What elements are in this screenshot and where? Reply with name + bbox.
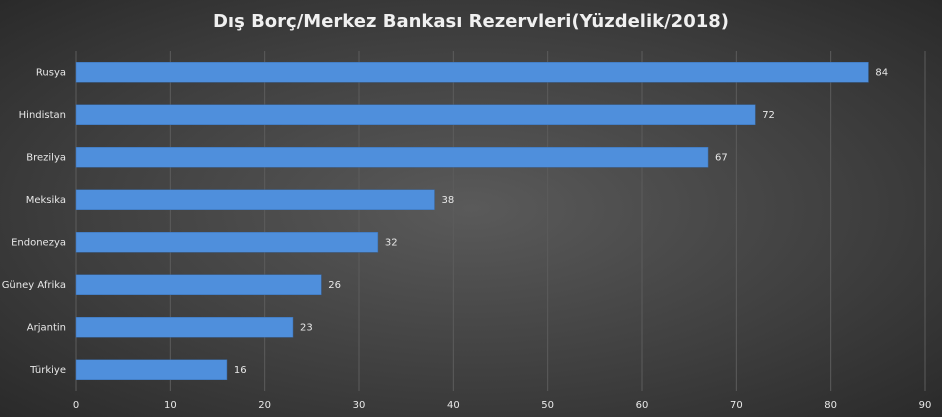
- bar: [75, 232, 379, 253]
- bar: [75, 104, 756, 125]
- y-tick-label: Rusya: [36, 67, 66, 78]
- y-tick-label: Endonezya: [11, 237, 66, 248]
- x-tick-label: 50: [541, 400, 554, 411]
- y-tick-label: Hindistan: [19, 110, 66, 121]
- bar: [75, 62, 869, 83]
- x-tick-label: 10: [164, 400, 177, 411]
- bar: [75, 317, 294, 338]
- bar: [75, 147, 709, 168]
- bar: [75, 189, 435, 210]
- y-tick-label: Arjantin: [27, 322, 66, 333]
- data-label: 26: [328, 280, 341, 291]
- x-tick-label: 60: [636, 400, 649, 411]
- data-label: 16: [234, 365, 247, 376]
- data-label: 23: [300, 322, 313, 333]
- x-tick-label: 30: [353, 400, 366, 411]
- data-label: 84: [875, 67, 888, 78]
- y-tick-label: Güney Afrika: [2, 280, 66, 291]
- data-label: 32: [385, 237, 398, 248]
- x-tick-label: 90: [919, 400, 932, 411]
- y-tick-label: Türkiye: [29, 365, 66, 376]
- bar: [75, 274, 322, 295]
- y-tick-label: Meksika: [26, 195, 66, 206]
- data-label: 67: [715, 152, 728, 163]
- data-label: 72: [762, 110, 775, 121]
- x-tick-label: 40: [447, 400, 460, 411]
- x-tick-label: 0: [73, 400, 79, 411]
- x-tick-label: 70: [730, 400, 743, 411]
- bar: [75, 359, 228, 380]
- x-tick-label: 80: [824, 400, 837, 411]
- data-label: 38: [441, 195, 454, 206]
- x-tick-label: 20: [258, 400, 271, 411]
- chart-title: Dış Borç/Merkez Bankası Rezervleri(Yüzde…: [213, 11, 729, 32]
- y-tick-label: Brezilya: [26, 152, 66, 163]
